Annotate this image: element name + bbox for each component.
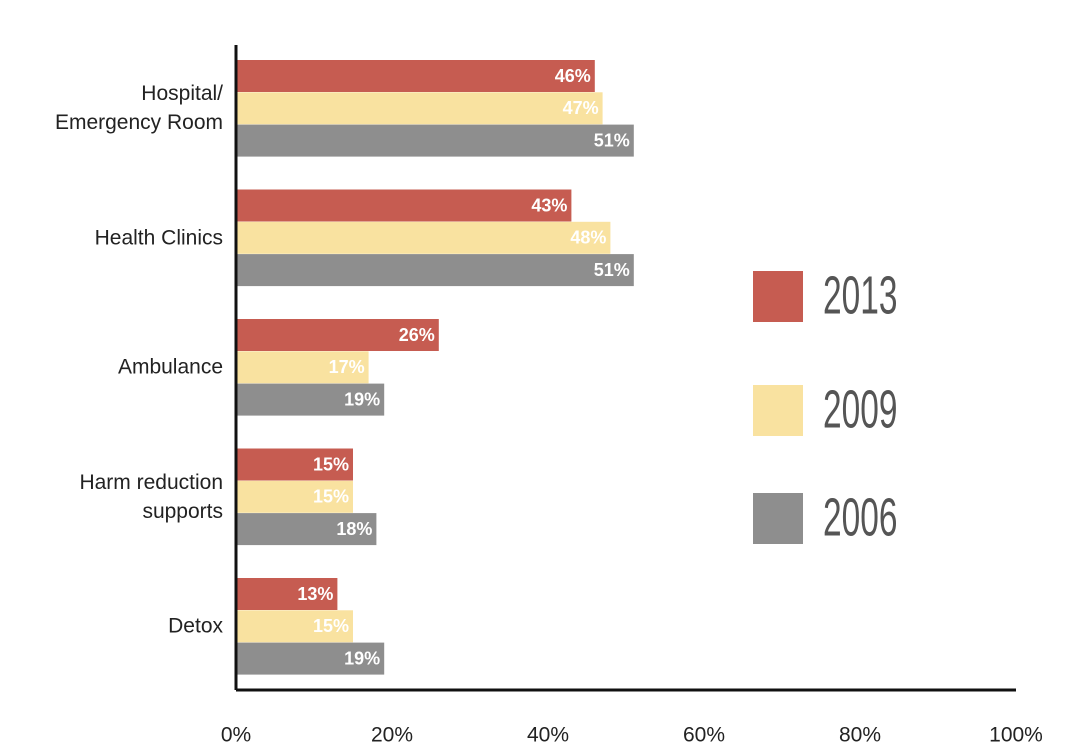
value-label: 26% — [399, 325, 435, 345]
value-label: 19% — [344, 648, 380, 668]
value-label: 18% — [336, 519, 372, 539]
bar — [236, 351, 369, 384]
legend-label: 2006 — [823, 486, 897, 547]
bar — [236, 92, 603, 125]
bar — [236, 319, 439, 351]
legend-label: 2013 — [823, 264, 897, 325]
value-label: 47% — [563, 98, 599, 118]
x-tick-label: 60% — [683, 724, 725, 747]
x-tick-label: 20% — [371, 724, 413, 747]
category-label: Ambulance — [117, 355, 223, 379]
value-label: 17% — [329, 357, 365, 377]
value-label: 15% — [313, 616, 349, 636]
bar — [236, 383, 385, 416]
bar — [236, 189, 572, 222]
bar — [236, 221, 611, 254]
bar — [236, 60, 595, 92]
bar — [236, 124, 634, 157]
value-label: 19% — [344, 389, 380, 409]
bar — [236, 480, 353, 513]
category-label: Hospital/ Emergency Room — [54, 82, 223, 134]
value-label: 43% — [531, 195, 567, 215]
x-tick-label: 0% — [221, 724, 251, 747]
x-tick-label: 40% — [527, 724, 569, 747]
value-label: 15% — [313, 454, 349, 474]
x-tick-label: 100% — [989, 724, 1043, 747]
value-label: 51% — [594, 130, 630, 150]
bar — [236, 448, 353, 481]
bar — [236, 610, 353, 643]
category-label: Harm reduction supports — [79, 470, 223, 523]
x-tick-label: 80% — [839, 724, 881, 747]
legend-label: 2009 — [823, 378, 897, 439]
bar — [236, 254, 634, 287]
bar — [236, 513, 377, 546]
value-label: 15% — [313, 487, 349, 507]
bar — [236, 642, 385, 675]
bar — [236, 578, 338, 610]
value-label: 51% — [594, 260, 630, 280]
legend-swatch — [753, 493, 803, 544]
category-label: Health Clinics — [94, 226, 223, 249]
value-label: 48% — [570, 228, 606, 248]
value-label: 46% — [555, 66, 591, 86]
value-label: 13% — [297, 584, 333, 604]
legend-swatch — [753, 385, 803, 436]
legend-swatch — [753, 271, 803, 322]
category-label: Detox — [168, 614, 223, 638]
